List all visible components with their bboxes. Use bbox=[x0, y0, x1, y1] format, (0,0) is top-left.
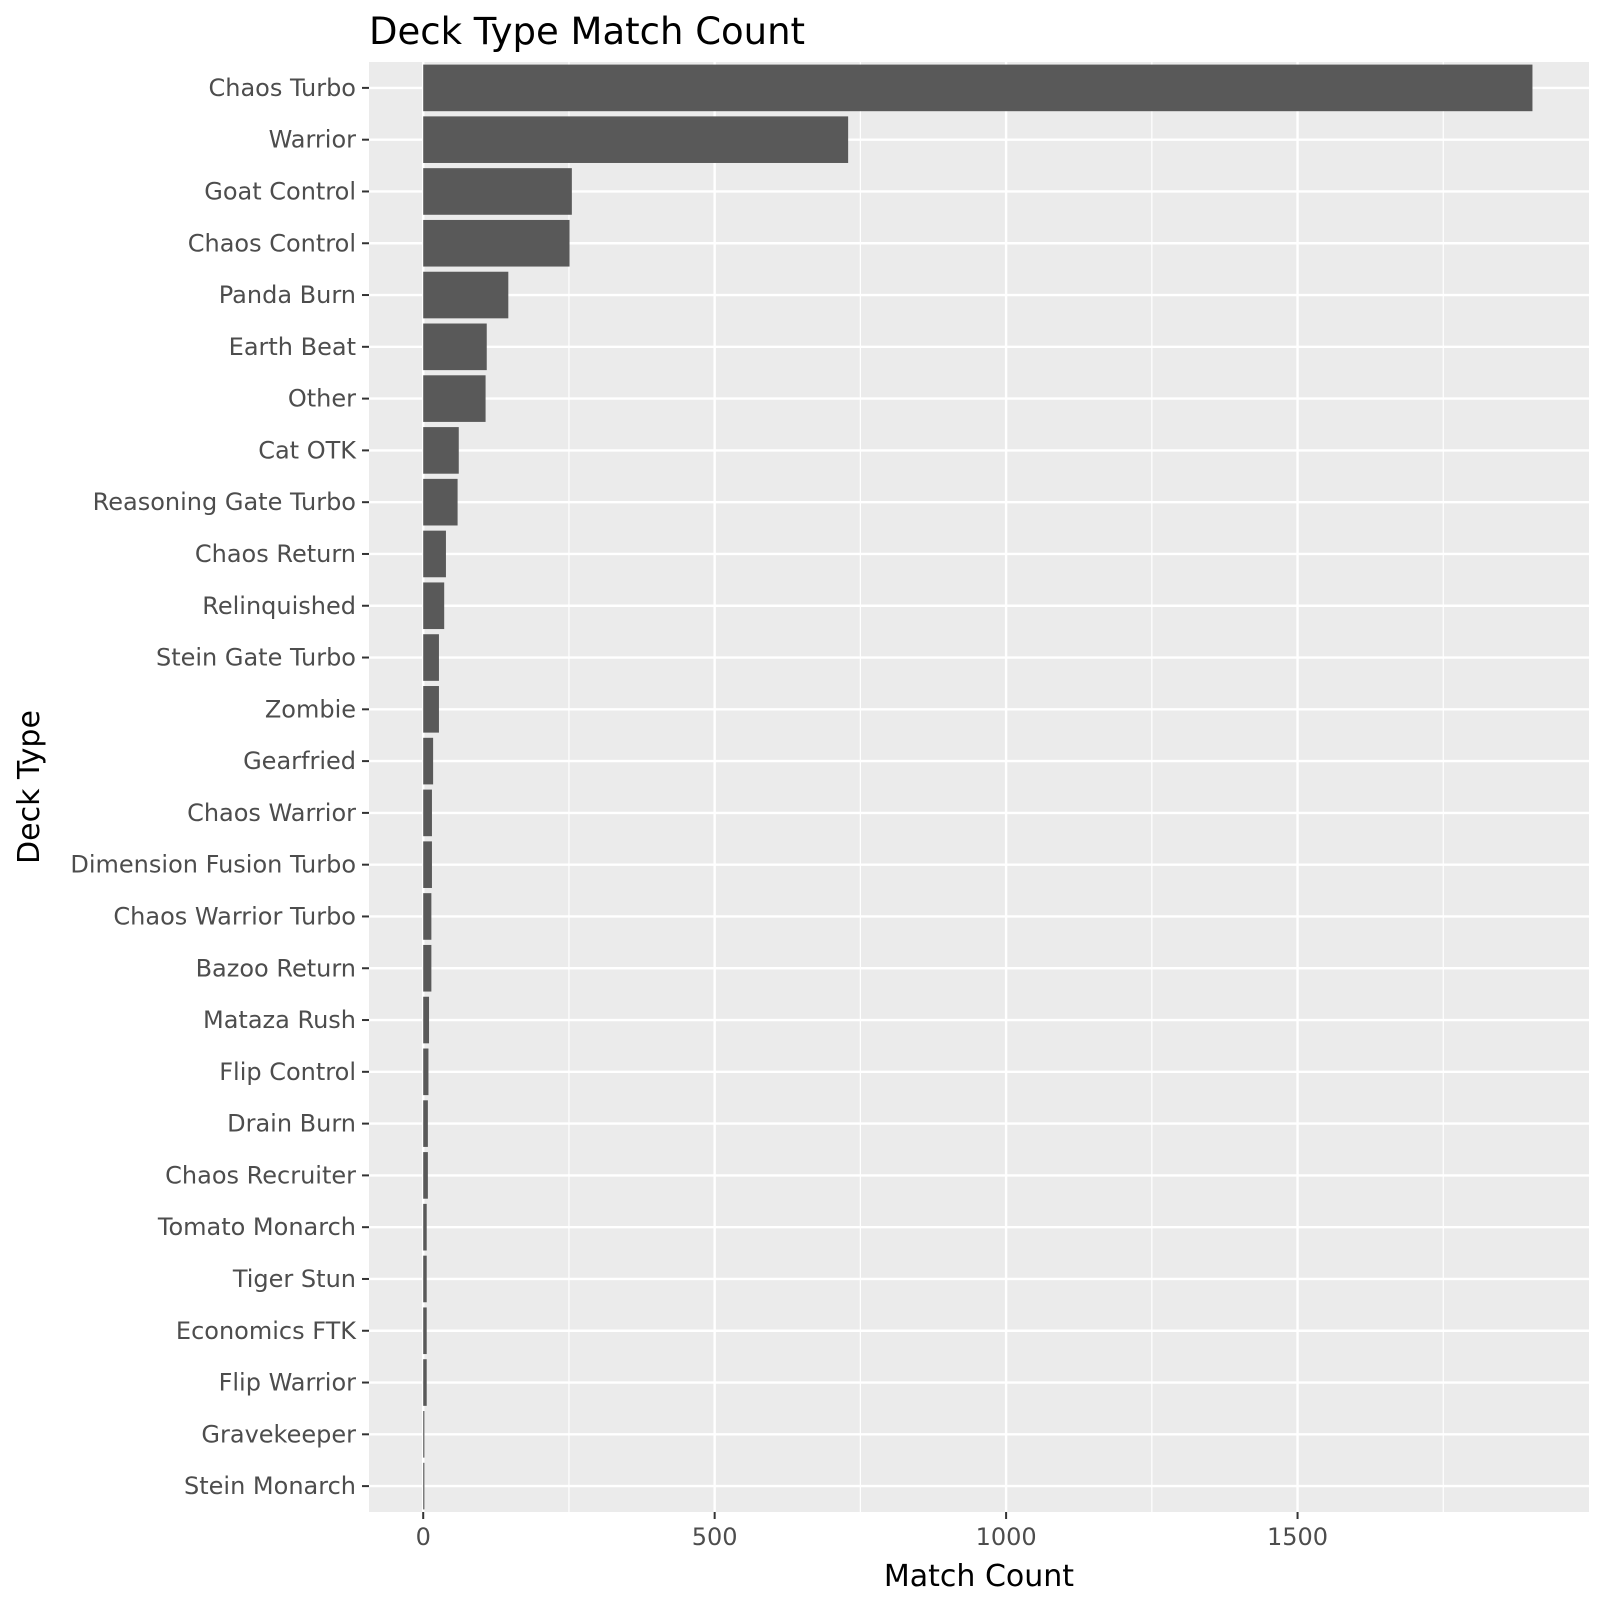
bar bbox=[423, 1307, 427, 1355]
x-tick-label: 0 bbox=[416, 1523, 431, 1551]
plot-panel bbox=[369, 62, 1589, 1512]
y-tick-label: Bazoo Return bbox=[196, 954, 356, 982]
bar bbox=[423, 893, 432, 940]
bar bbox=[423, 944, 432, 992]
y-tick-label: Other bbox=[288, 385, 356, 413]
bar bbox=[423, 996, 430, 1044]
y-tick-label: Tiger Stun bbox=[232, 1265, 356, 1293]
bar bbox=[423, 1462, 425, 1510]
y-tick-label: Panda Burn bbox=[219, 281, 356, 309]
bar bbox=[423, 375, 486, 422]
bar bbox=[423, 737, 434, 785]
y-tick-label: Chaos Recruiter bbox=[165, 1161, 356, 1189]
bar bbox=[423, 271, 509, 319]
bar bbox=[423, 1359, 427, 1406]
bar bbox=[423, 582, 445, 630]
bar bbox=[423, 686, 439, 733]
y-tick-label: Goat Control bbox=[204, 177, 356, 205]
y-tick-label: Gearfried bbox=[243, 747, 356, 775]
y-tick-label: Chaos Warrior Turbo bbox=[113, 902, 356, 930]
y-tick-label: Mataza Rush bbox=[203, 1006, 356, 1034]
y-tick-label: Flip Warrior bbox=[219, 1369, 357, 1397]
x-axis-title: Match Count bbox=[884, 1559, 1074, 1594]
bar bbox=[423, 219, 570, 267]
bar bbox=[423, 1048, 429, 1096]
bars bbox=[423, 64, 1533, 1510]
y-tick-label: Warrior bbox=[269, 126, 357, 154]
y-axis-title: Deck Type bbox=[12, 710, 47, 864]
x-tick-label: 500 bbox=[692, 1523, 738, 1551]
bar bbox=[423, 1255, 427, 1303]
y-tick-label: Tomato Monarch bbox=[157, 1213, 356, 1241]
bar bbox=[423, 64, 1533, 112]
y-tick-label: Chaos Return bbox=[195, 540, 356, 568]
bar bbox=[423, 1203, 427, 1251]
y-tick-label: Stein Gate Turbo bbox=[156, 644, 356, 672]
bar bbox=[423, 841, 432, 888]
major-gridlines bbox=[369, 62, 1589, 1512]
y-axis-ticks: Chaos Turbo Warrior Goat Control Chaos Cont… bbox=[70, 74, 369, 1500]
x-tick-label: 1000 bbox=[976, 1523, 1037, 1551]
y-tick-label: Reasoning Gate Turbo bbox=[93, 488, 356, 516]
y-tick-label: Earth Beat bbox=[229, 333, 356, 361]
y-tick-label: Drain Burn bbox=[227, 1110, 356, 1138]
bar bbox=[423, 634, 439, 681]
bar bbox=[423, 427, 459, 474]
y-tick-label: Relinquished bbox=[202, 592, 356, 620]
bar bbox=[423, 1411, 425, 1458]
y-tick-label: Cat OTK bbox=[258, 436, 357, 464]
y-tick-label: Chaos Control bbox=[188, 229, 356, 257]
bar bbox=[423, 168, 572, 215]
y-tick-label: Gravekeeper bbox=[201, 1420, 356, 1448]
y-tick-label: Flip Control bbox=[219, 1058, 356, 1086]
x-axis-ticks: 0 500 1000 1500 bbox=[416, 1512, 1328, 1551]
chart-title: Deck Type Match Count bbox=[369, 10, 805, 53]
y-tick-label: Economics FTK bbox=[176, 1317, 357, 1345]
x-tick-label: 1500 bbox=[1267, 1523, 1328, 1551]
bar bbox=[423, 478, 458, 526]
bar bbox=[423, 116, 849, 163]
y-tick-label: Chaos Turbo bbox=[208, 74, 356, 102]
bar bbox=[423, 1152, 428, 1199]
y-tick-label: Stein Monarch bbox=[184, 1472, 356, 1500]
y-tick-label: Zombie bbox=[265, 695, 356, 723]
y-tick-label: Dimension Fusion Turbo bbox=[70, 851, 356, 879]
bar bbox=[423, 1100, 428, 1147]
minor-gridlines bbox=[568, 62, 1444, 1512]
bar bbox=[423, 530, 446, 578]
y-tick-label: Chaos Warrior bbox=[187, 799, 356, 827]
bar bbox=[423, 789, 432, 837]
bar bbox=[423, 323, 487, 371]
